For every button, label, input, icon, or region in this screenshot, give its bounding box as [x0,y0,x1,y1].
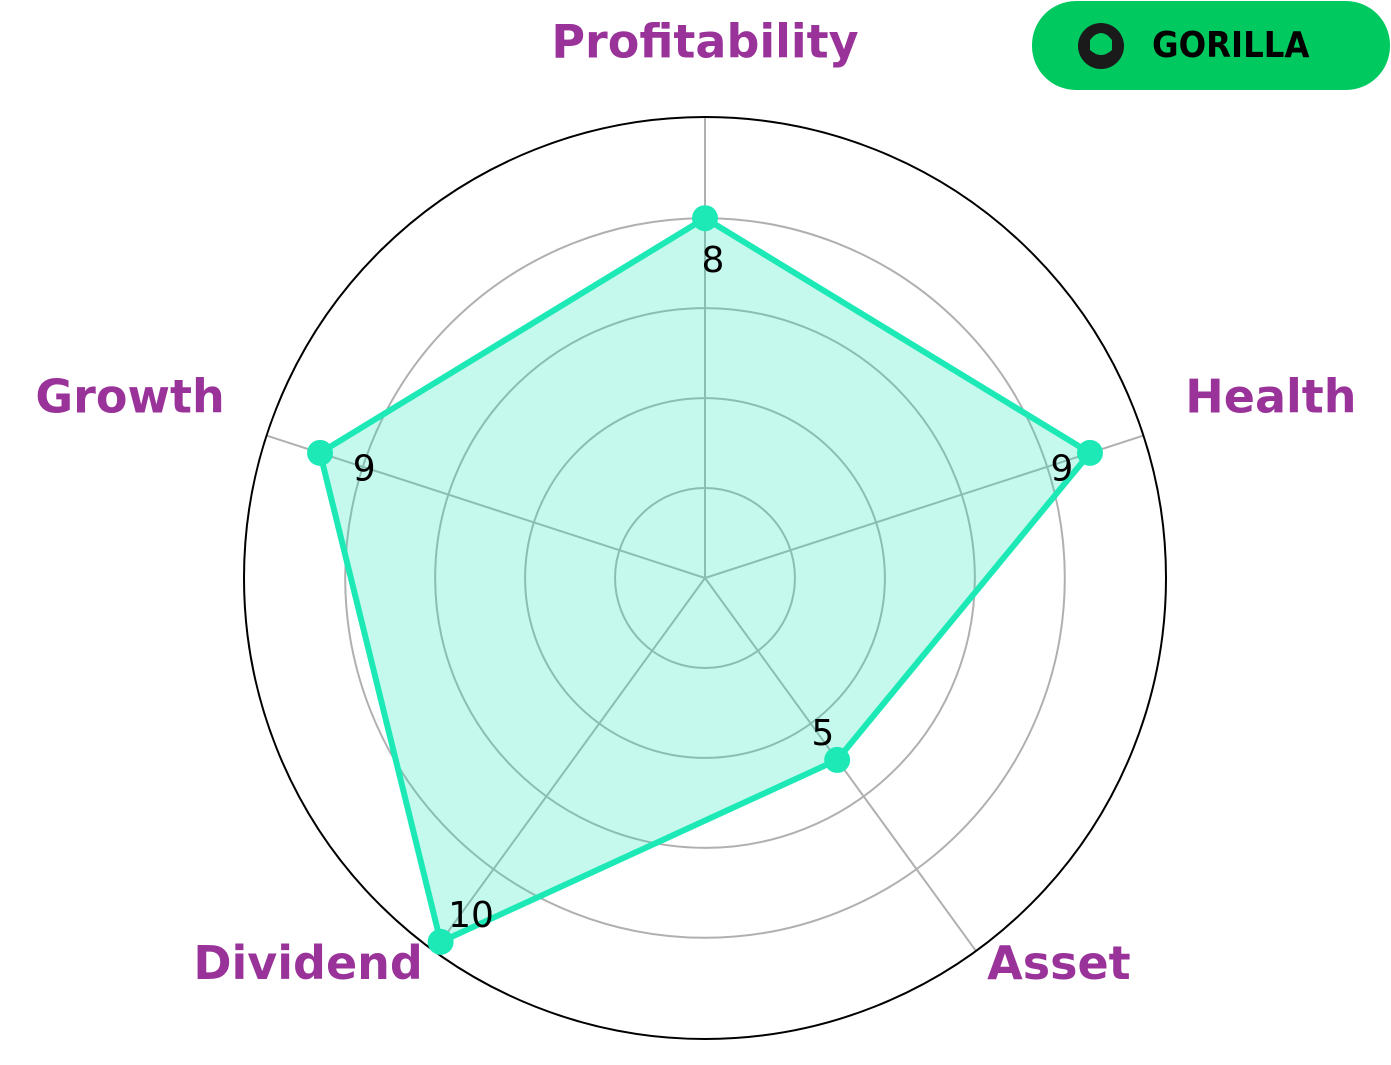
logo: GORILLA [1032,1,1390,90]
radar-point [1076,439,1103,466]
grid-spoke [704,434,1144,579]
value-label: 9 [1050,449,1073,490]
category-label: Growth [35,369,224,423]
grid-spoke [433,577,706,952]
category-label: Asset [987,936,1131,990]
category-label: Health [1185,369,1356,423]
logo-badge [1032,1,1390,90]
value-label: 8 [702,240,725,281]
category-label: Profitability [551,15,858,69]
logo-icon-face [1090,33,1112,55]
value-label: 5 [811,713,834,754]
outer-circle [243,116,1167,1040]
value-label: 9 [353,449,376,490]
radar-point [307,439,334,466]
logo-text: GORILLA [1152,25,1309,66]
radar-area [317,215,1093,945]
radar-point [692,205,718,232]
grid-spoke [266,434,706,579]
value-label: 10 [448,895,494,936]
radar-point [824,746,851,773]
category-label: Dividend [193,936,423,990]
radar-point [427,928,454,955]
